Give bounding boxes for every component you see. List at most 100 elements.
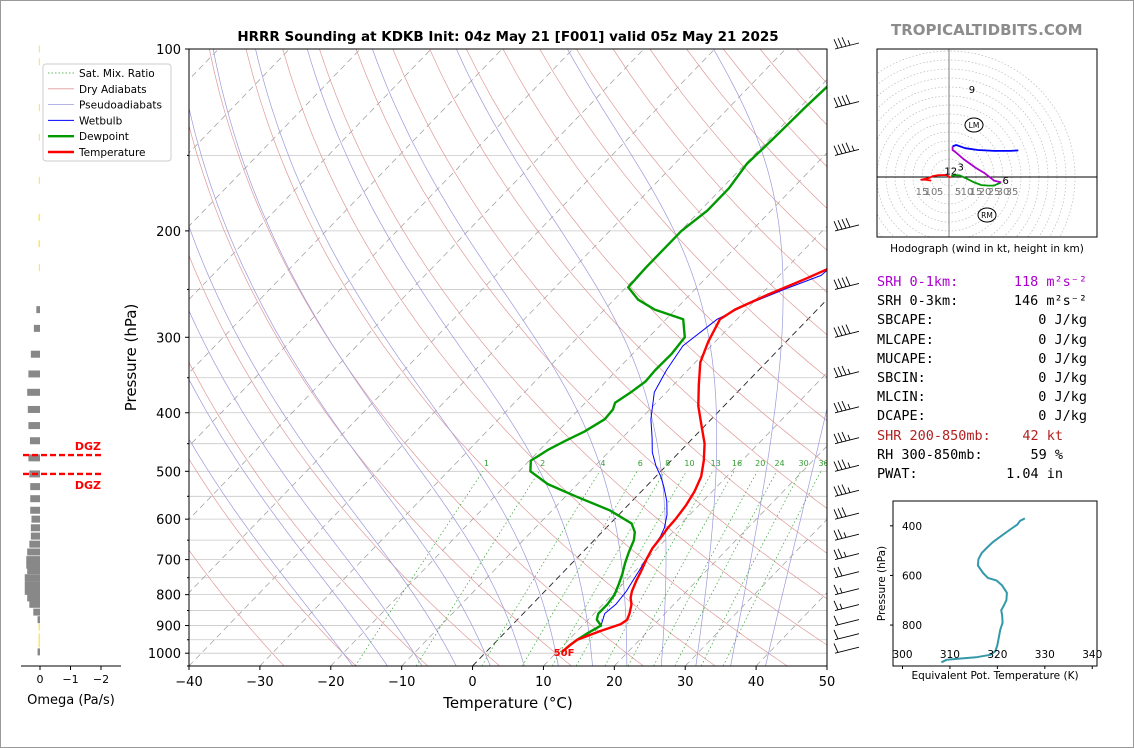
pseudoadiabat	[189, 309, 423, 666]
barb-half-flag	[847, 462, 851, 468]
omega-bar	[28, 454, 40, 462]
dewpoint-line	[529, 85, 827, 653]
index-label: MUCAPE:	[877, 350, 934, 367]
barb-flag	[841, 365, 847, 376]
barb-shaft	[834, 588, 860, 596]
mixing-ratio-line	[415, 471, 540, 666]
pseudoadiabat	[765, 406, 827, 666]
omega-panel: 0 −1 −2 Omega (Pa/s) DGZ DGZ	[21, 45, 121, 708]
index-row: SRH 0-1km: 118 m²s⁻²	[877, 273, 1099, 292]
dry-adiabat	[355, 49, 827, 600]
isotherm-line	[189, 49, 503, 374]
barb-flag	[837, 460, 843, 470]
barb-shaft	[834, 101, 860, 108]
legend-entry: Pseudoadiabats	[79, 100, 162, 112]
mixing-ratio-label: 4	[600, 459, 605, 468]
skewt-profiles: 50F	[529, 85, 827, 659]
omega-bar	[38, 176, 40, 184]
barb-flag	[833, 145, 839, 155]
mixing-ratio-label: 2	[540, 459, 545, 468]
mixing-ratio-line	[575, 471, 687, 666]
index-value: 118 m²s⁻²	[1013, 274, 1087, 290]
index-label: SHR 200-850mb:	[877, 427, 991, 444]
barb-shaft	[834, 646, 860, 654]
wind-barb	[833, 643, 860, 654]
x-tick-label: 50	[819, 675, 836, 690]
theta-x-tick-label: 330	[1035, 649, 1055, 661]
barb-shaft	[834, 571, 860, 579]
sounding-indices: SRH 0-1km: 118 m²s⁻² SRH 0-3km: 146 m²s⁻² SB…	[877, 273, 1099, 484]
barb-shaft	[834, 553, 860, 561]
pseudoadiabat	[189, 378, 388, 666]
barb-flag	[837, 401, 843, 412]
omega-tick-label: −2	[93, 673, 109, 686]
omega-bar	[29, 600, 40, 608]
storm-motion-label: RM	[981, 211, 993, 220]
barb-flag	[833, 584, 839, 595]
index-row: SRH 0-3km: 146 m²s⁻²	[877, 292, 1099, 311]
legend-entry: Dewpoint	[79, 131, 129, 143]
x-axis-label: Temperature (°C)	[442, 694, 572, 712]
hodo-trace	[952, 144, 1019, 152]
temperature-line	[561, 267, 827, 653]
index-label: PWAT:	[877, 465, 918, 482]
pseudoadiabat	[306, 49, 593, 666]
mixing-ratio-label: 16	[732, 459, 742, 468]
dry-adiabat	[392, 49, 827, 554]
wind-barb	[833, 600, 860, 611]
y-tick-label: 500	[156, 465, 181, 480]
barb-flag	[841, 400, 847, 411]
omega-bar	[30, 495, 40, 503]
mixing-ratio-line	[700, 471, 802, 666]
index-label: RH 300-850mb:	[877, 446, 983, 463]
barb-flag	[837, 38, 843, 48]
omega-bar	[27, 388, 40, 396]
omega-bar	[38, 633, 40, 641]
omega-bar	[26, 556, 40, 564]
y-tick-label: 1000	[148, 647, 181, 662]
index-value: 0 J/kg	[1038, 312, 1087, 329]
barb-flag	[837, 219, 843, 230]
pseudoadiabat	[255, 49, 559, 666]
isotherm-line	[684, 518, 827, 666]
barb-shaft	[834, 42, 860, 50]
dgz-label: DGZ	[75, 440, 101, 453]
mixing-ratio-label: 20	[755, 459, 765, 468]
index-row: SBCIN: 0 J/kg	[877, 369, 1099, 388]
theta-y-tick-label: 600	[902, 570, 922, 582]
barb-flag	[833, 615, 839, 625]
hodo-height-label: 9	[969, 85, 975, 96]
hodo-tick-label: 5	[955, 187, 961, 198]
skewt-frame-box	[188, 48, 828, 667]
hodo-tick-label: 20	[979, 187, 992, 198]
isotherm-line	[259, 79, 827, 666]
theta-x-tick-label: 300	[892, 649, 912, 661]
isotherm-line	[189, 49, 432, 300]
theta-x-tick-label: 340	[1082, 649, 1102, 661]
barb-half-flag	[843, 551, 847, 558]
barb-flag	[833, 530, 839, 540]
hodo-frame-box	[876, 48, 1098, 238]
barb-half-flag	[839, 603, 843, 609]
barb-half-flag	[847, 368, 851, 375]
pseudoadiabat	[189, 106, 491, 666]
wind-barb	[833, 584, 860, 596]
barb-flag	[845, 276, 851, 286]
x-tick-label: −40	[175, 675, 202, 690]
mixing-ratio-label: 6	[638, 459, 643, 468]
barb-flag	[845, 324, 851, 334]
isotherm-line	[189, 49, 290, 154]
omega-bar	[30, 506, 40, 514]
storm-motion-label: LM	[969, 121, 980, 130]
barb-half-flag	[847, 487, 851, 493]
storm-motion-marker	[977, 207, 997, 223]
wind-barb	[833, 629, 860, 641]
y-tick-label: 400	[156, 407, 181, 422]
wind-barb	[833, 615, 860, 626]
omega-tick-label: −1	[62, 673, 78, 686]
barb-flag	[845, 142, 851, 152]
dry-adiabat	[189, 254, 500, 666]
index-label: DCAPE:	[877, 408, 926, 425]
omega-bar	[38, 58, 40, 66]
dry-adiabat	[502, 49, 827, 422]
